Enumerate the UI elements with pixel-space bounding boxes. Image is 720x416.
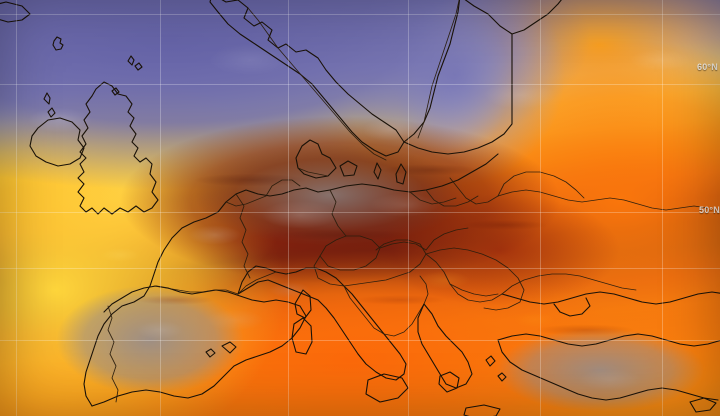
vignette-overlay [0, 0, 720, 416]
europe-temperature-map[interactable]: 60°N 50°N [0, 0, 720, 416]
